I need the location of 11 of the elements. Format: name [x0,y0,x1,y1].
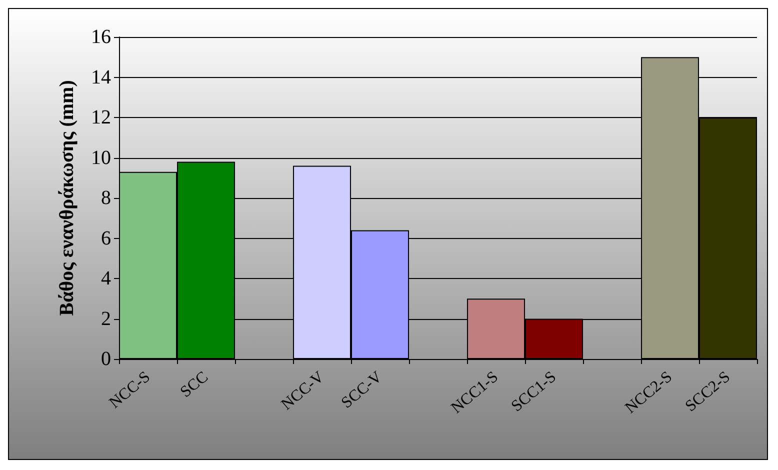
y-tick-label: 0 [101,348,111,370]
y-tick-label: 4 [101,268,111,290]
y-tick-label: 12 [91,106,111,128]
y-tick-label: 6 [101,227,111,250]
y-tick-label: 10 [91,146,111,169]
y-tick-label: 2 [101,308,111,330]
y-axis-title: Βάθος ενανθράκωσης (mm) [56,80,78,316]
x-tick-label: SCC [177,368,212,401]
y-tick-label: 16 [91,26,111,48]
y-tick-label: 8 [101,187,111,209]
y-tick-label: 14 [91,66,111,88]
